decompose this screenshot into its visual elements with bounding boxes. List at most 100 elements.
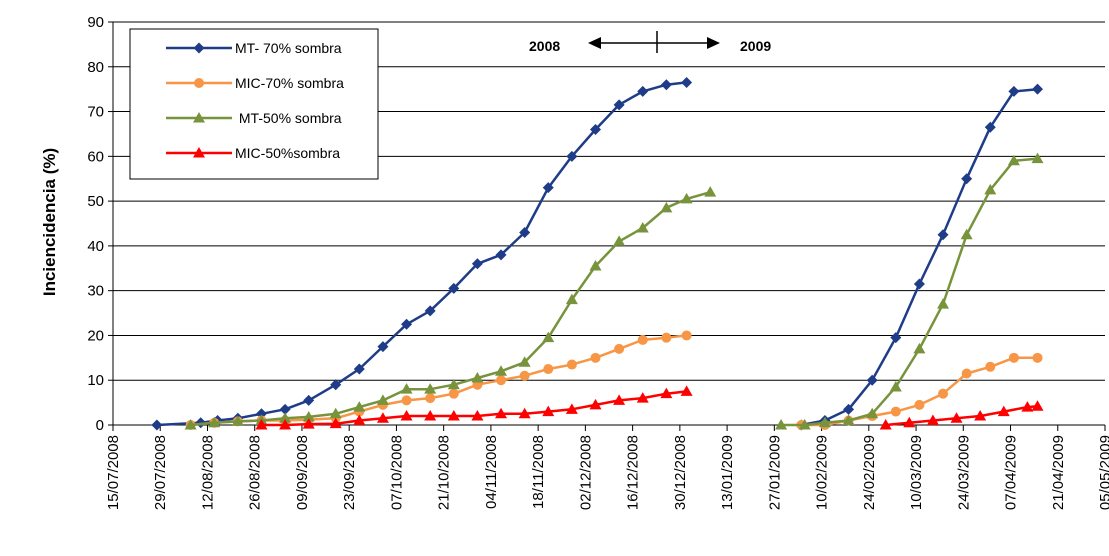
data-point <box>518 407 531 419</box>
data-point <box>590 123 602 135</box>
y-tick-label-60: 60 <box>87 148 104 165</box>
data-point <box>495 365 508 376</box>
data-point <box>495 249 507 261</box>
data-point <box>590 352 601 363</box>
data-point <box>566 359 577 370</box>
x-tick-label: 10/03/2009 <box>908 435 925 510</box>
data-point <box>1007 154 1020 166</box>
data-point <box>542 331 555 343</box>
data-point <box>518 356 531 367</box>
x-tick-label: 04/11/2008 <box>483 435 500 509</box>
data-point <box>889 380 902 392</box>
data-point <box>401 318 413 330</box>
data-point <box>184 419 197 430</box>
data-point <box>400 383 413 394</box>
series-3 <box>184 152 1044 430</box>
data-point <box>984 121 996 133</box>
data-series <box>151 76 1044 431</box>
data-point <box>589 260 602 271</box>
data-point <box>614 343 625 354</box>
data-point <box>376 394 389 405</box>
y-tick-label-20: 20 <box>87 327 104 344</box>
data-point <box>613 394 626 405</box>
y-tick-label-90: 90 <box>87 14 104 31</box>
data-point <box>279 403 291 415</box>
data-point <box>471 410 484 421</box>
x-tick-label: 27/01/2009 <box>766 435 783 510</box>
data-point <box>495 407 508 419</box>
data-point <box>636 221 649 233</box>
data-point <box>914 399 925 410</box>
data-point <box>471 258 483 270</box>
data-point <box>903 416 916 428</box>
x-axis-tick-labels: 15/07/2008 29/07/2008 12/08/2008 26/08/2008… <box>105 425 1109 510</box>
legend-item: MIC-50%sombra <box>166 145 340 161</box>
data-point <box>961 173 973 185</box>
legend-label: MT-50% sombra <box>235 110 342 126</box>
series-line-segment <box>801 87 1038 427</box>
data-point <box>681 330 692 341</box>
data-point <box>1008 352 1019 363</box>
data-point <box>566 150 578 162</box>
data-point <box>565 293 578 305</box>
data-point <box>985 361 996 372</box>
legend-swatch-marker <box>193 112 205 123</box>
data-point <box>424 410 437 421</box>
data-point <box>329 417 342 429</box>
data-point <box>424 383 437 394</box>
legend-label: MIC-50%sombra <box>235 145 340 161</box>
x-tick-label: 18/11/2008 <box>530 435 547 509</box>
data-point <box>660 201 673 213</box>
data-point <box>353 401 366 412</box>
data-point <box>798 419 811 430</box>
data-point <box>974 410 987 421</box>
data-point <box>613 235 626 246</box>
data-point <box>637 334 648 345</box>
data-point <box>636 392 649 403</box>
data-point <box>660 79 672 91</box>
data-point <box>842 414 855 426</box>
x-tick-label: 26/08/2008 <box>247 435 264 510</box>
data-point <box>680 385 693 396</box>
data-point <box>424 305 436 317</box>
data-point <box>542 182 554 194</box>
data-point <box>353 414 366 426</box>
data-point <box>496 375 507 386</box>
data-point <box>937 229 949 241</box>
data-point <box>613 99 625 111</box>
data-point <box>866 407 879 419</box>
legend-swatch-marker <box>193 42 205 54</box>
y-tick-label-50: 50 <box>87 193 104 210</box>
x-tick-label: 02/12/2008 <box>577 435 594 510</box>
legend-label: MT- 70% sombra <box>235 40 342 56</box>
x-tick-label: 10/02/2009 <box>814 435 831 510</box>
legend-swatch-marker <box>193 147 205 158</box>
data-point <box>353 363 365 375</box>
data-point <box>938 388 949 399</box>
data-point <box>255 419 268 430</box>
data-point <box>208 416 221 428</box>
data-point <box>279 419 292 430</box>
data-point <box>565 403 578 414</box>
data-point <box>879 419 892 430</box>
y-tick-label-70: 70 <box>87 104 104 121</box>
data-point <box>660 387 673 399</box>
data-point <box>1032 83 1044 95</box>
legend-item: MIC-70% sombra <box>166 75 344 91</box>
data-point <box>302 410 315 422</box>
data-point <box>329 407 342 419</box>
data-point <box>543 364 554 375</box>
data-point <box>589 398 602 410</box>
data-point <box>1031 152 1044 164</box>
data-point <box>961 368 972 379</box>
data-point <box>661 332 672 343</box>
data-point <box>425 393 436 404</box>
data-point <box>1032 352 1043 363</box>
legend: MT- 70% sombra MIC-70% sombra MT-50% somb… <box>129 28 379 180</box>
series-line-segment <box>781 157 1038 427</box>
data-point <box>818 416 831 428</box>
x-tick-label: 24/02/2009 <box>861 435 878 510</box>
x-tick-label: 16/12/2008 <box>625 435 642 510</box>
data-point <box>997 405 1010 417</box>
data-point <box>151 419 163 431</box>
